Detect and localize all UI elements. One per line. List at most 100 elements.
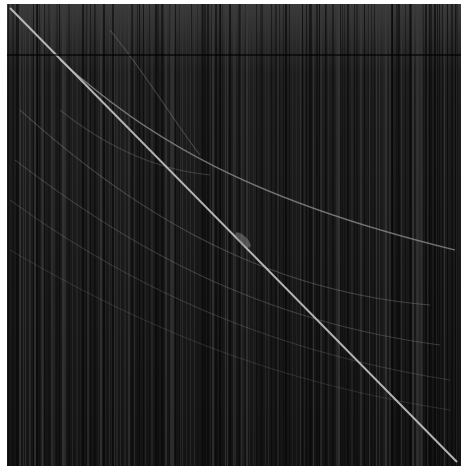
stripe <box>444 4 445 466</box>
stripe <box>437 4 438 466</box>
stripe <box>39 4 40 466</box>
stripe <box>179 4 180 466</box>
stripe <box>134 4 135 466</box>
stripe <box>94 4 95 466</box>
stripe <box>374 4 375 466</box>
stripe <box>296 4 297 466</box>
stripe <box>451 4 453 466</box>
stripe <box>376 4 377 466</box>
stripe <box>30 4 31 466</box>
stripe <box>151 4 153 466</box>
stripe <box>410 4 412 466</box>
stripe <box>419 4 421 466</box>
stripe <box>255 4 256 466</box>
stripe <box>44 4 45 466</box>
stripe <box>175 4 176 466</box>
stripe <box>204 4 206 466</box>
stripe <box>120 4 121 466</box>
stripe <box>87 4 89 466</box>
stripe <box>320 4 321 466</box>
stripe <box>311 4 312 466</box>
stripe <box>220 4 221 466</box>
stripe <box>170 4 172 466</box>
stripe <box>309 4 311 466</box>
stripe <box>332 4 334 466</box>
stripe <box>42 4 43 466</box>
stripe <box>124 4 126 466</box>
stripe <box>222 4 223 466</box>
stripe <box>325 4 326 466</box>
curve <box>19 109 431 306</box>
stripe <box>18 4 19 466</box>
stripe <box>336 4 338 466</box>
stripe <box>111 4 112 466</box>
stripe <box>246 4 248 466</box>
stripe <box>128 4 130 466</box>
vertical-stripes <box>8 4 458 466</box>
curve <box>9 199 451 381</box>
main-diagonal <box>9 7 458 463</box>
stripe <box>105 4 106 466</box>
stripe <box>90 4 91 466</box>
stripe <box>245 4 246 466</box>
stripe <box>249 4 250 466</box>
stripe <box>225 4 226 466</box>
stripe <box>229 4 231 466</box>
stripe <box>12 4 14 466</box>
stripe <box>207 4 209 466</box>
stripe <box>212 4 214 466</box>
stripe <box>145 4 146 466</box>
stripe <box>389 4 391 466</box>
stripe <box>234 4 236 466</box>
stripe <box>19 4 21 466</box>
stripe <box>328 4 329 466</box>
stripe <box>112 4 114 466</box>
stripe <box>360 4 362 466</box>
curve <box>9 249 451 411</box>
stripe <box>316 4 318 466</box>
stripe <box>155 4 157 466</box>
stripe <box>98 4 99 466</box>
stripe <box>369 4 370 466</box>
stripe <box>447 4 448 466</box>
stripe <box>53 4 55 466</box>
stripe <box>385 4 387 466</box>
stripe <box>25 4 26 466</box>
stripe <box>265 4 266 466</box>
curve <box>59 59 456 251</box>
stripe <box>319 4 320 466</box>
stripe <box>421 4 423 466</box>
stripe <box>82 4 84 466</box>
stripe <box>165 4 167 466</box>
stripe <box>180 4 181 466</box>
stripe <box>191 4 192 466</box>
stripe <box>430 4 432 466</box>
stripe <box>285 4 287 466</box>
stripe <box>338 4 340 466</box>
stripe <box>277 4 279 466</box>
stripe <box>439 4 440 466</box>
stripe <box>34 4 36 466</box>
stripe <box>379 4 380 466</box>
stripe <box>72 4 73 466</box>
stripe <box>215 4 217 466</box>
stripe <box>436 4 437 466</box>
stripe <box>64 4 66 466</box>
stripe <box>182 4 183 466</box>
stripe <box>368 4 369 466</box>
stripe <box>95 4 96 466</box>
stripe <box>172 4 174 466</box>
stripe <box>68 4 70 466</box>
stripe <box>157 4 159 466</box>
stripe <box>103 4 105 466</box>
stripe <box>114 4 115 466</box>
stripe <box>442 4 443 466</box>
stripe <box>422 4 424 466</box>
curve <box>109 29 201 156</box>
stripe <box>275 4 277 466</box>
stripe <box>59 4 60 466</box>
stripe <box>457 4 458 466</box>
stripe <box>302 4 303 466</box>
